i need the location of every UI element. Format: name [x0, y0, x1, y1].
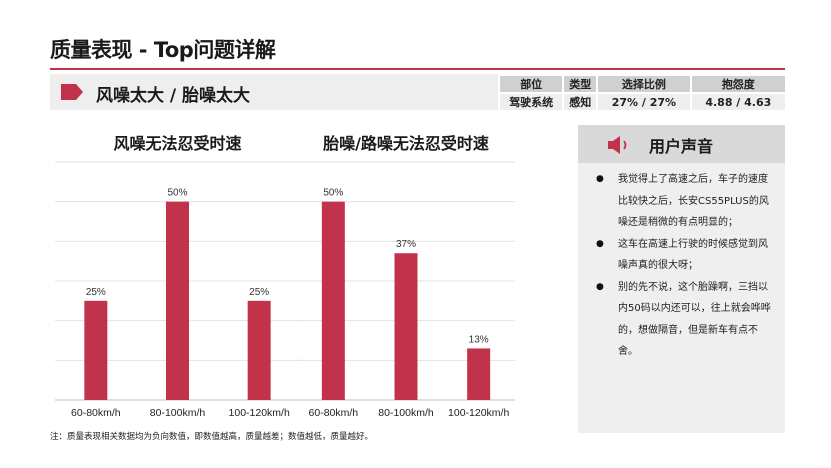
meta-value-row: 驾驶系统 感知 27% / 27% 4.88 / 4.63	[500, 92, 785, 110]
tire-noise-bar	[394, 253, 418, 400]
meta-value-complaint: 4.88 / 4.63	[690, 92, 785, 110]
meta-value-ratio: 27% / 27%	[597, 92, 692, 110]
meta-table: 部位 类型 选择比例 抱怨度 驾驶系统 感知 27% / 27% 4.88 / …	[500, 76, 785, 110]
tire-noise-bar	[321, 201, 345, 400]
meta-header-type: 类型	[563, 76, 599, 93]
tire-noise-tick-label: 100-120km/h	[448, 407, 509, 419]
wind-noise-bar	[84, 300, 108, 400]
tire-noise-data-label: 37%	[396, 239, 416, 250]
wind-noise-tick-label: 100-120km/h	[229, 407, 290, 419]
wind-noise-data-label: 25%	[86, 287, 106, 298]
wind-noise-tick-label: 60-80km/h	[71, 407, 121, 419]
meta-header-complaint: 抱怨度	[690, 76, 785, 93]
user-voice-quotes: 我觉得上了高速之后，车子的速度比较快之后，长安CS55PLUS的风噪还是稍微的有…	[578, 169, 785, 363]
meta-value-part: 驾驶系统	[500, 92, 565, 110]
wind-noise-tick-label: 80-100km/h	[150, 407, 206, 419]
tire-noise-data-label: 50%	[323, 188, 343, 199]
wind-noise-bar	[247, 300, 271, 400]
page-title: 质量表现 - Top问题详解	[50, 38, 276, 62]
wind-noise-bar	[166, 201, 189, 400]
meta-header-row: 部位 类型 选择比例 抱怨度	[500, 76, 785, 93]
tire-noise-bar	[467, 348, 491, 400]
footnote: 注：质量表现相关数据均为负向数值，即数值越高，质量越差；数值越低，质量越好。	[50, 432, 374, 442]
user-quote: 别的先不说，这个胎躁啊，三挡以内50码以内还可以，往上就会哗哗的，想做隔音，但是…	[578, 277, 785, 363]
meta-header-ratio: 选择比例	[597, 76, 692, 93]
user-voice-header: 用户声音	[578, 125, 785, 163]
topic-title: 风噪太大 / 胎噪太大	[96, 86, 251, 106]
wind-noise-data-label: 50%	[167, 188, 187, 199]
tire-noise-chart-title: 胎噪/路噪无法忍受时速	[323, 134, 489, 153]
title-divider	[50, 68, 785, 70]
tire-noise-tick-label: 60-80km/h	[309, 407, 359, 419]
pentagon-arrow-icon	[61, 84, 83, 100]
tire-noise-data-label: 13%	[469, 334, 489, 345]
user-quote: 我觉得上了高速之后，车子的速度比较快之后，长安CS55PLUS的风噪还是稍微的有…	[578, 169, 785, 234]
wind-noise-data-label: 25%	[249, 287, 269, 298]
speaker-icon	[608, 136, 627, 154]
meta-header-part: 部位	[500, 76, 565, 93]
meta-value-type: 感知	[563, 92, 599, 110]
topic-bar: 风噪太大 / 胎噪太大	[50, 74, 498, 110]
user-voice-title: 用户声音	[649, 137, 714, 156]
tire-noise-tick-label: 80-100km/h	[378, 407, 434, 419]
wind-noise-chart-title: 风噪无法忍受时速	[113, 134, 242, 153]
user-quote: 这车在高速上行驶的时候感觉到风噪声真的很大呀；	[578, 234, 785, 277]
user-voice-panel: 用户声音 我觉得上了高速之后，车子的速度比较快之后，长安CS55PLUS的风噪还…	[578, 125, 785, 433]
